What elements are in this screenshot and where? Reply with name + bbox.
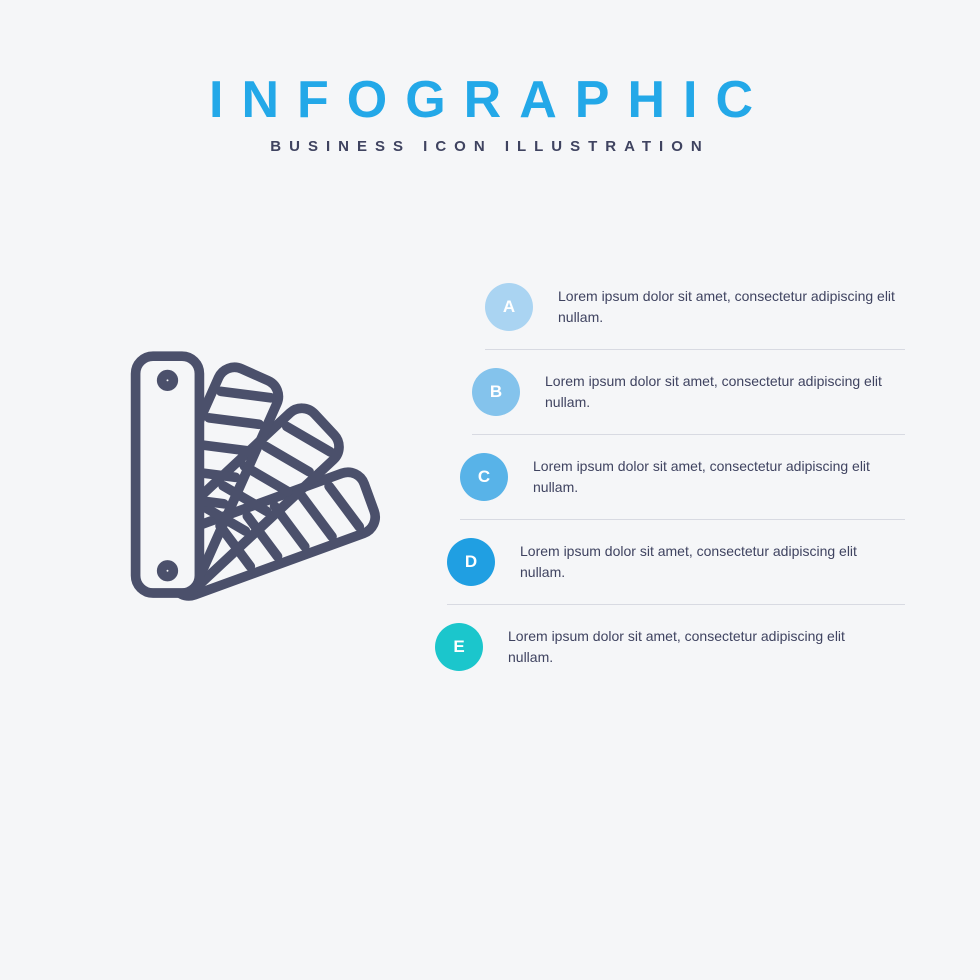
content: A Lorem ipsum dolor sit amet, consectetu…: [0, 265, 980, 689]
badge-e: E: [435, 623, 483, 671]
main-title: INFOGRAPHIC: [0, 70, 980, 130]
step-a-text: Lorem ipsum dolor sit amet, consectetur …: [558, 286, 905, 328]
badge-b: B: [472, 368, 520, 416]
badge-a: A: [485, 283, 533, 331]
step-c: C Lorem ipsum dolor sit amet, consectetu…: [460, 435, 905, 520]
step-b-text: Lorem ipsum dolor sit amet, consectetur …: [545, 371, 905, 413]
step-e-text: Lorem ipsum dolor sit amet, consectetur …: [508, 626, 868, 668]
steps-list: A Lorem ipsum dolor sit amet, consectetu…: [435, 265, 905, 689]
step-d-text: Lorem ipsum dolor sit amet, consectetur …: [520, 541, 880, 583]
step-c-text: Lorem ipsum dolor sit amet, consectetur …: [533, 456, 893, 498]
step-a: A Lorem ipsum dolor sit amet, consectetu…: [485, 265, 905, 350]
subtitle: BUSINESS ICON ILLUSTRATION: [0, 138, 980, 155]
header: INFOGRAPHIC BUSINESS ICON ILLUSTRATION: [0, 0, 980, 155]
badge-d: D: [447, 538, 495, 586]
step-b: B Lorem ipsum dolor sit amet, consectetu…: [472, 350, 905, 435]
badge-c: C: [460, 453, 508, 501]
step-d: D Lorem ipsum dolor sit amet, consectetu…: [447, 520, 905, 605]
step-e: E Lorem ipsum dolor sit amet, consectetu…: [435, 605, 905, 689]
color-swatch-icon: [75, 332, 405, 622]
